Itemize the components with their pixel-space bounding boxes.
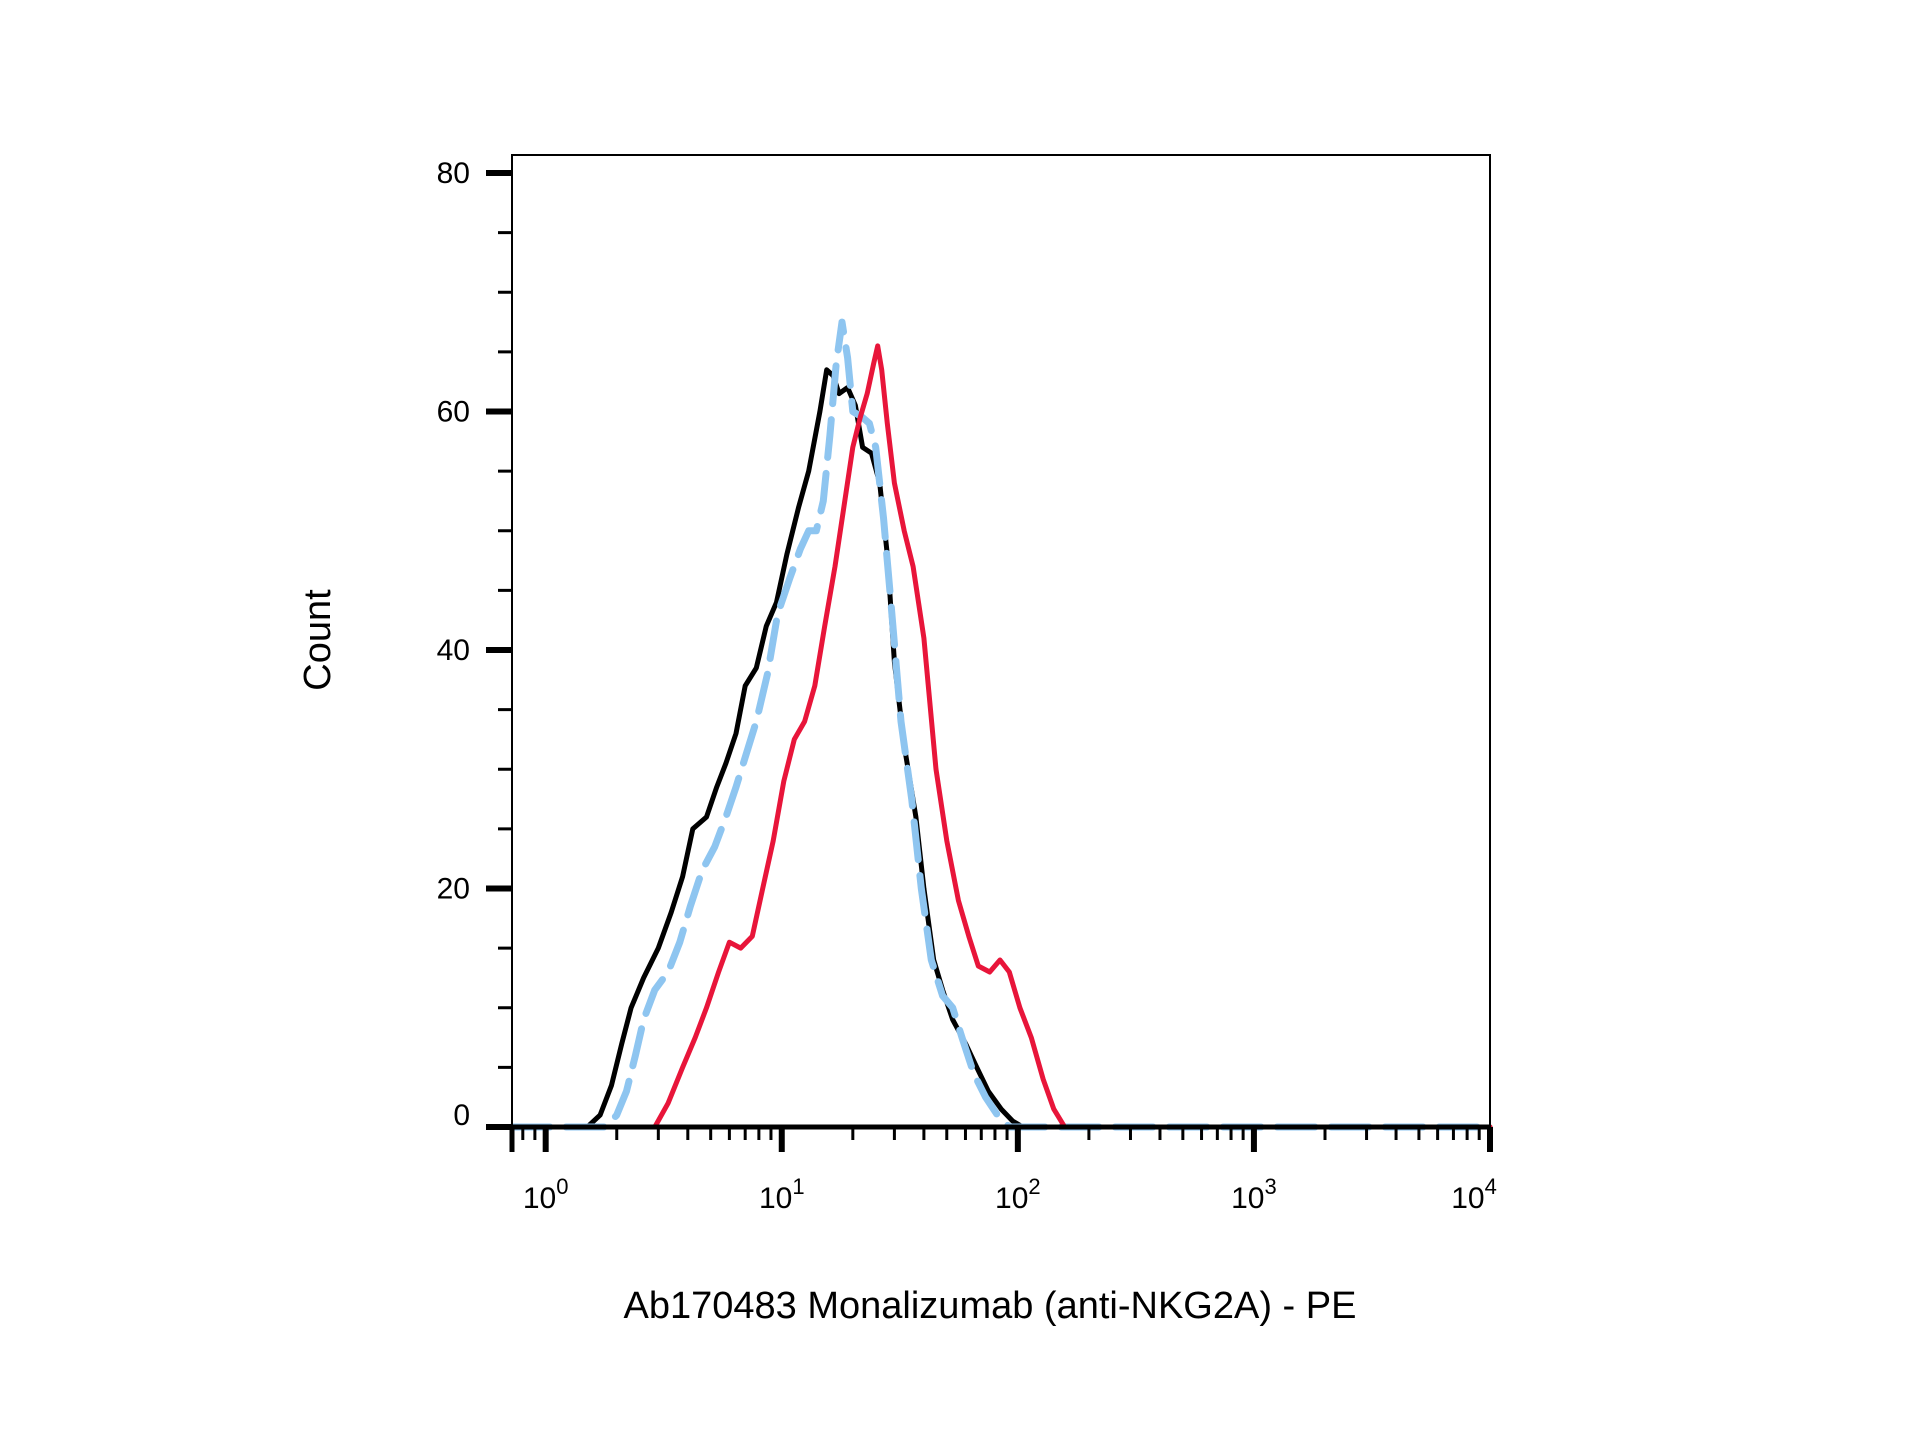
series-line-1 (509, 367, 1493, 1130)
plot-area (508, 318, 1494, 1131)
axes: 0 20 40 60 80 100 101 102 103 104 (437, 154, 1497, 1215)
y-tick-label: 20 (437, 873, 470, 906)
y-axis-title: Count (297, 589, 339, 691)
y-tick-label: 0 (453, 1099, 470, 1132)
x-tick-label: 102 (995, 1174, 1041, 1215)
x-axis-title: Ab170483 Monalizumab (anti-NKG2A) - PE (624, 1285, 1357, 1327)
x-tick-label: 101 (759, 1174, 805, 1215)
y-tick-label: 80 (437, 157, 470, 190)
series-line-2 (508, 318, 1494, 1131)
x-tick-label: 104 (1451, 1174, 1497, 1215)
series-line-3 (509, 343, 1493, 1130)
x-tick-label: 100 (523, 1174, 569, 1215)
y-tick-label: 60 (437, 396, 470, 429)
y-tick-label: 40 (437, 634, 470, 667)
x-tick-label: 103 (1231, 1174, 1277, 1215)
